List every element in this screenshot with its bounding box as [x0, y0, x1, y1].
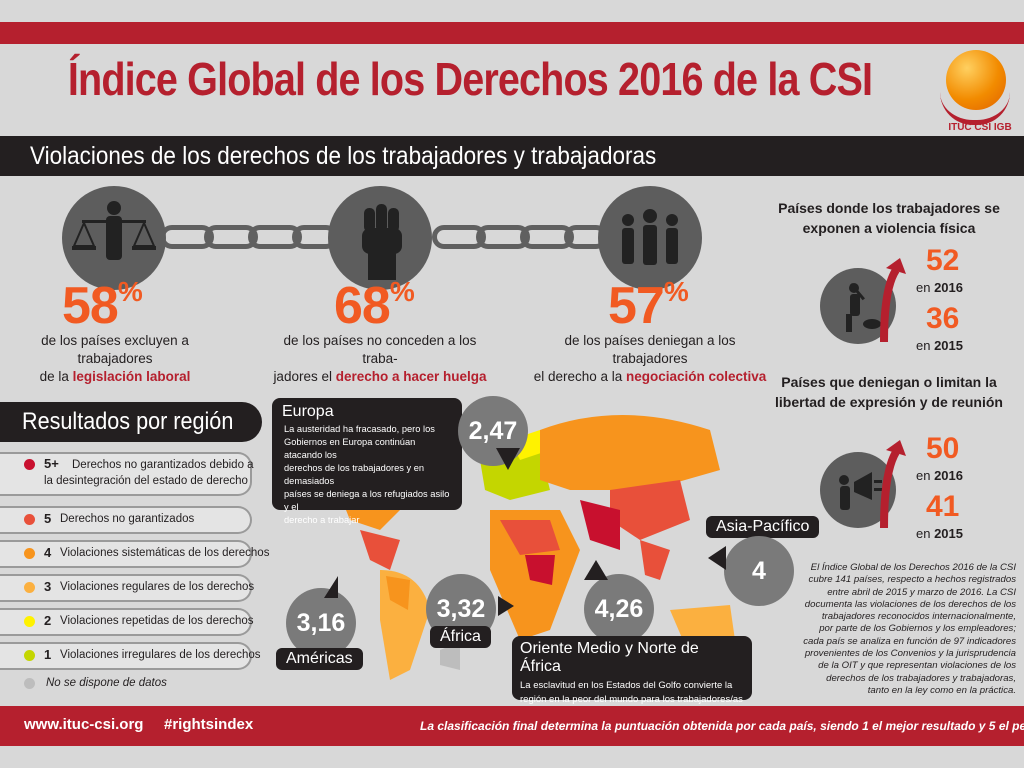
rising-arrow-icon: [880, 258, 910, 344]
stat-value: 57%: [608, 276, 689, 335]
expression-2015-value: 41: [926, 490, 960, 523]
mena-score: 4,26: [584, 574, 654, 644]
americas-score: 3,16: [286, 588, 356, 658]
legend-item: [0, 642, 252, 670]
stat-description: de los países deniegan a los trabajadore…: [533, 333, 767, 384]
stat-value: 68%: [334, 276, 415, 335]
legend-num: 2: [44, 613, 52, 628]
region-label: Europa: [282, 403, 334, 420]
legend-color-dot: [24, 616, 35, 627]
stat-description: de los países excluyen a trabajadores de…: [39, 333, 191, 384]
legend-text: Derechos no garantizados debido a: [72, 459, 254, 471]
pointer-arrow-icon: [324, 576, 338, 598]
region-results-title: Resultados por región: [22, 408, 234, 435]
region-label: Oriente Medio y Norte de África: [520, 640, 699, 675]
europe-callout: Europa La austeridad ha fracasado, pero …: [272, 398, 462, 525]
legend-num: 5+: [44, 456, 59, 471]
ituc-logo-arc: [940, 92, 1010, 125]
raised-fist-icon: [328, 186, 432, 290]
asia-score: 4: [724, 536, 794, 606]
logo-text: ITUC CSI IGB: [948, 122, 1012, 133]
legend-num: 1: [44, 647, 52, 662]
year-label: en 2015: [916, 526, 963, 541]
legend-item: [0, 608, 252, 636]
violence-title: Países donde los trabajadores se exponen…: [778, 200, 1000, 236]
legend-color-dot: [24, 582, 35, 593]
expression-title: Países que deniegan o limitan la liberta…: [775, 374, 1003, 410]
expression-2016-value: 50: [926, 432, 960, 465]
legend-text: Derechos no garantizados: [60, 513, 195, 525]
legend-num: 3: [44, 579, 52, 594]
legend-item: [0, 506, 252, 534]
stat-value: 58%: [62, 276, 143, 335]
pointer-arrow-icon: [584, 560, 608, 580]
workers-group-icon: [598, 186, 702, 290]
legend-color-dot: [24, 459, 35, 470]
top-bar: [0, 22, 1024, 44]
legend-item: [0, 540, 252, 568]
legend-text: No se dispone de datos: [46, 677, 167, 689]
legend-num: 4: [44, 545, 52, 560]
legend-text: Violaciones regulares de los derechos: [60, 581, 255, 593]
violence-2015-value: 36: [926, 302, 960, 335]
footer-url-link[interactable]: www.ituc-csi.org: [24, 716, 144, 733]
violence-2016-value: 52: [926, 244, 960, 277]
legend-item: [0, 574, 252, 602]
legend-num: 5: [44, 511, 52, 526]
year-label: en 2016: [916, 468, 963, 483]
section-subtitle: Violaciones de los derechos de los traba…: [30, 142, 657, 170]
subtitle-bar: [0, 136, 1024, 176]
europe-text: La austeridad ha fracasado, pero los Gob…: [284, 424, 450, 525]
africa-label: África: [430, 626, 491, 648]
pointer-arrow-icon: [708, 546, 726, 570]
pointer-arrow-icon: [496, 448, 520, 470]
legend-text: la desintegración del estado de derecho: [44, 475, 248, 487]
legend-color-dot: [24, 514, 35, 525]
year-label: en 2015: [916, 338, 963, 353]
stat-description: de los países no conceden a los traba- j…: [273, 333, 487, 384]
legend-text: Violaciones irregulares de los derechos: [60, 649, 261, 661]
pointer-arrow-icon: [498, 596, 514, 616]
footer-bar: [0, 706, 1024, 746]
footer-hashtag-link[interactable]: #rightsindex: [164, 716, 254, 733]
legend-text: Violaciones sistemáticas de los derechos: [60, 547, 270, 559]
methodology-note: El Índice Global de los Derechos 2016 de…: [803, 562, 1016, 696]
footer-note: La clasificación final determina la punt…: [420, 719, 1024, 733]
rising-arrow-icon: [880, 440, 910, 530]
americas-label: Américas: [276, 648, 363, 670]
page-title: Índice Global de los Derechos 2016 de la…: [67, 53, 873, 105]
legend-color-dot: [24, 548, 35, 559]
year-label: en 2016: [916, 280, 963, 295]
legend-color-dot: [24, 678, 35, 689]
scales-of-justice-icon: [62, 186, 166, 290]
mena-callout: Oriente Medio y Norte de África La escla…: [512, 636, 752, 705]
legend-text: Violaciones repetidas de los derechos: [60, 615, 254, 627]
legend-item: [0, 452, 252, 496]
asia-label: Asia-Pacífico: [706, 516, 820, 538]
legend-color-dot: [24, 650, 35, 661]
region-results-header: [0, 402, 262, 442]
mena-text: La esclavitud en los Estados del Golfo c…: [520, 680, 743, 705]
